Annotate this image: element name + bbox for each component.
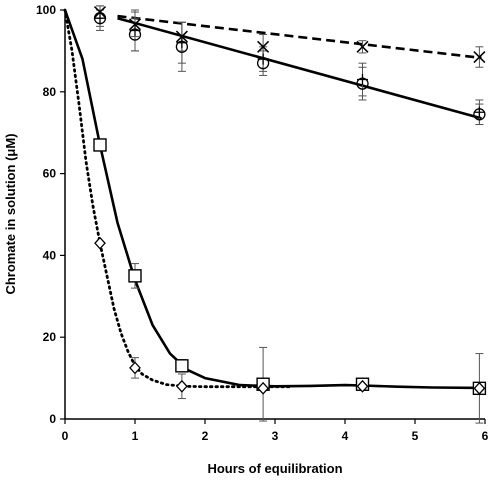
- x-tick-label: 5: [412, 429, 419, 443]
- circle-marker: [356, 77, 369, 90]
- x-marker: [473, 51, 486, 64]
- data-markers: [93, 6, 487, 396]
- diamond-marker: [129, 361, 141, 375]
- y-tick-label: 40: [43, 248, 57, 262]
- error-bars: [96, 5, 484, 424]
- diamond-marker: [94, 236, 106, 250]
- y-tick-label: 100: [36, 3, 56, 17]
- x-marker: [356, 40, 369, 53]
- x-tick-label: 6: [482, 429, 489, 443]
- x-marker: [257, 40, 270, 53]
- fit-lines: [63, 8, 482, 390]
- diamond-marker: [473, 381, 486, 395]
- fit-line-x: [117, 14, 482, 60]
- circle-marker: [93, 12, 107, 25]
- x-marker: [128, 18, 142, 31]
- x-tick-label: 4: [342, 429, 349, 443]
- diamond-marker: [176, 379, 188, 393]
- circle-marker: [256, 57, 270, 70]
- y-axis-title: Chromate in solution (μM): [3, 133, 18, 294]
- diamond-marker: [257, 381, 269, 395]
- x-tick-label: 3: [272, 429, 279, 443]
- square-marker: [175, 359, 189, 373]
- plus-marker: [94, 12, 106, 24]
- circle-marker: [175, 40, 189, 53]
- square-marker: [128, 269, 142, 283]
- y-tick-label: 20: [43, 330, 57, 344]
- square-marker: [93, 138, 107, 152]
- x-axis-title: Hours of equilibration: [207, 461, 342, 476]
- diamond-marker: [356, 379, 369, 393]
- y-tick-label: 60: [43, 167, 57, 181]
- x-tick-label: 0: [62, 429, 69, 443]
- circle-marker: [473, 108, 486, 121]
- y-tick-label: 80: [43, 85, 57, 99]
- fit-line-square: [63, 9, 482, 390]
- x-tick-label: 2: [202, 429, 209, 443]
- y-tick-label: 0: [49, 412, 56, 426]
- x-marker: [175, 30, 188, 43]
- fit-line-diamond: [63, 8, 291, 389]
- x-tick-label: 1: [132, 429, 139, 443]
- fit-line-circle: [117, 16, 482, 120]
- circle-marker: [128, 28, 142, 41]
